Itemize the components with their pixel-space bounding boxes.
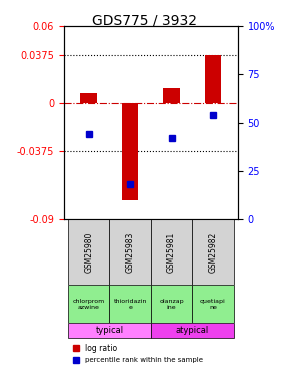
FancyBboxPatch shape: [109, 219, 151, 285]
Text: GSM25983: GSM25983: [126, 231, 135, 273]
Text: GSM25981: GSM25981: [167, 231, 176, 273]
Bar: [163, 88, 180, 103]
FancyBboxPatch shape: [151, 285, 192, 324]
Text: GDS775 / 3932: GDS775 / 3932: [93, 13, 197, 27]
Text: log ratio: log ratio: [84, 344, 117, 353]
Text: olanzap
ine: olanzap ine: [159, 299, 184, 310]
Text: GSM25980: GSM25980: [84, 231, 93, 273]
Bar: [205, 54, 221, 103]
FancyBboxPatch shape: [68, 285, 109, 324]
FancyBboxPatch shape: [68, 219, 109, 285]
FancyBboxPatch shape: [109, 285, 151, 324]
Text: thioridazin
e: thioridazin e: [113, 299, 147, 310]
FancyBboxPatch shape: [192, 219, 234, 285]
Text: atypical: atypical: [176, 326, 209, 335]
Bar: [80, 93, 97, 103]
Text: percentile rank within the sample: percentile rank within the sample: [84, 357, 202, 363]
FancyBboxPatch shape: [68, 324, 151, 338]
FancyBboxPatch shape: [151, 219, 192, 285]
Bar: [122, 103, 138, 200]
Text: quetiapi
ne: quetiapi ne: [200, 299, 226, 310]
FancyBboxPatch shape: [192, 285, 234, 324]
Text: GSM25982: GSM25982: [209, 231, 218, 273]
FancyBboxPatch shape: [151, 324, 234, 338]
Text: chlorprom
azwine: chlorprom azwine: [72, 299, 105, 310]
Text: typical: typical: [95, 326, 124, 335]
